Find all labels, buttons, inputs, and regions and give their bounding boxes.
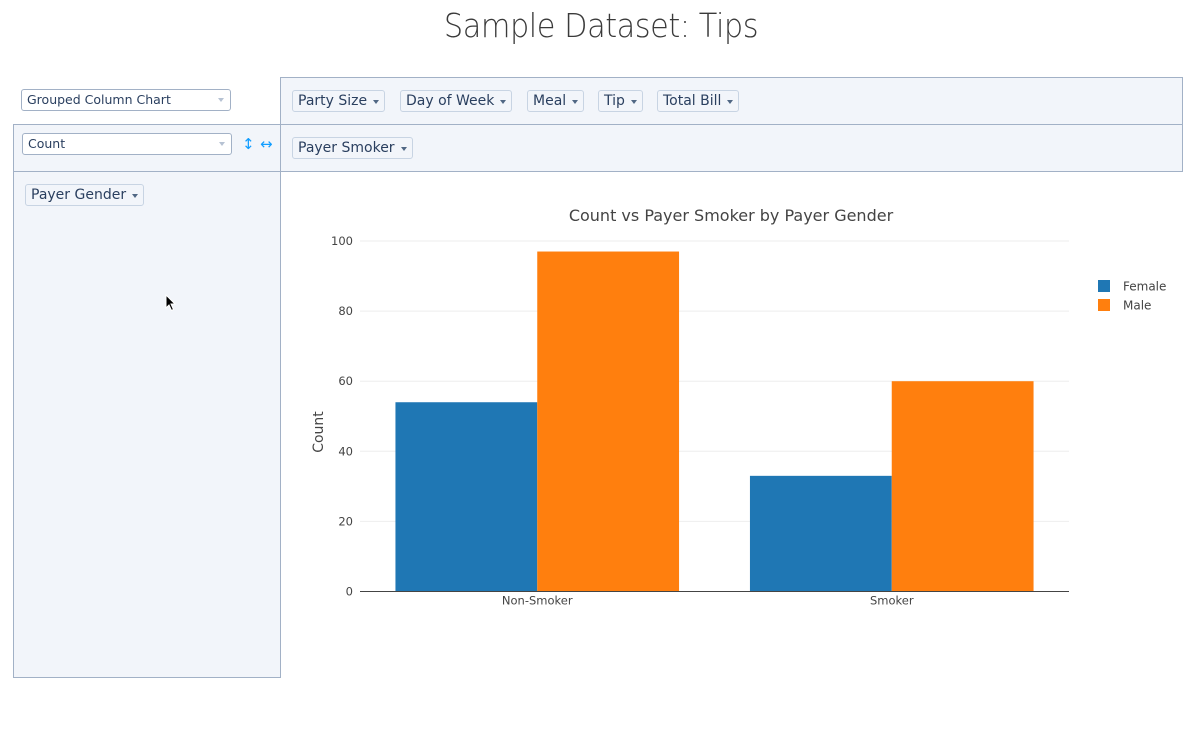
attr-day-of-week[interactable]: Day of Week (400, 90, 513, 112)
chevron-down-icon[interactable] (400, 147, 407, 151)
attr-label: Meal (533, 93, 567, 109)
bar-female-non-smoker[interactable] (395, 402, 538, 592)
attr-label: Day of Week (406, 93, 495, 109)
vertical-arrows-icon[interactable]: ↕ (242, 135, 255, 153)
chevron-down-icon[interactable] (132, 194, 139, 198)
chevron-down-icon[interactable] (630, 100, 637, 104)
aggregator-area: Count ↕ ↔ (13, 124, 281, 172)
chevron-down-icon[interactable] (500, 100, 507, 104)
attr-total-bill[interactable]: Total Bill (657, 90, 740, 112)
attr-label: Party Size (298, 93, 368, 109)
chart-title: Count vs Payer Smoker by Payer Gender (569, 206, 894, 225)
chevron-down-icon[interactable] (572, 100, 579, 104)
bar-male-smoker[interactable] (891, 381, 1034, 592)
chevron-down-icon (218, 98, 224, 102)
aggregator-select-value: Count (28, 136, 66, 151)
page-title: Sample Dataset: Tips (443, 6, 759, 45)
chevron-down-icon[interactable] (727, 100, 734, 104)
horizontal-arrows-icon[interactable]: ↔ (260, 135, 273, 153)
attr-label: Payer Smoker (298, 140, 395, 156)
attr-label: Total Bill (663, 93, 722, 109)
y-tick-label: 80 (338, 304, 353, 318)
y-tick-label: 60 (338, 374, 353, 388)
renderer-select-value: Grouped Column Chart (27, 92, 171, 107)
x-tick-label: Non-Smoker (502, 594, 573, 608)
attr-meal[interactable]: Meal (527, 90, 585, 112)
bar-female-smoker[interactable] (749, 475, 892, 592)
renderer-select[interactable]: Grouped Column Chart (21, 89, 231, 111)
attr-payer-smoker[interactable]: Payer Smoker (292, 137, 413, 159)
legend-label[interactable]: Female (1123, 280, 1166, 294)
mouse-cursor-icon (165, 294, 177, 312)
grouped-column-chart: Count vs Payer Smoker by Payer Gender 0 2… (311, 206, 1166, 608)
chevron-down-icon (219, 142, 225, 146)
legend-swatch[interactable] (1098, 280, 1110, 292)
chevron-down-icon[interactable] (373, 100, 380, 104)
attr-label: Tip (604, 93, 625, 109)
y-tick-label: 20 (338, 514, 353, 528)
legend-swatch[interactable] (1098, 299, 1110, 311)
y-tick-label: 40 (338, 444, 353, 458)
bar-male-non-smoker[interactable] (537, 251, 680, 592)
y-tick-label: 0 (346, 585, 353, 599)
col-attributes-area: Payer Smoker (280, 124, 1183, 172)
attr-tip[interactable]: Tip (598, 90, 643, 112)
x-tick-label: Smoker (870, 594, 914, 608)
attr-label: Payer Gender (31, 187, 127, 203)
attr-payer-gender[interactable]: Payer Gender (25, 184, 145, 206)
row-attributes-area: Payer Gender (13, 171, 281, 678)
attr-party-size[interactable]: Party Size (292, 90, 386, 112)
y-tick-label: 100 (331, 234, 353, 248)
legend-label[interactable]: Male (1123, 299, 1151, 313)
unused-attributes-area: Party Size Day of Week Meal Tip Total Bi… (280, 77, 1183, 125)
aggregator-select[interactable]: Count (22, 133, 232, 155)
y-axis-label: Count (311, 411, 327, 453)
